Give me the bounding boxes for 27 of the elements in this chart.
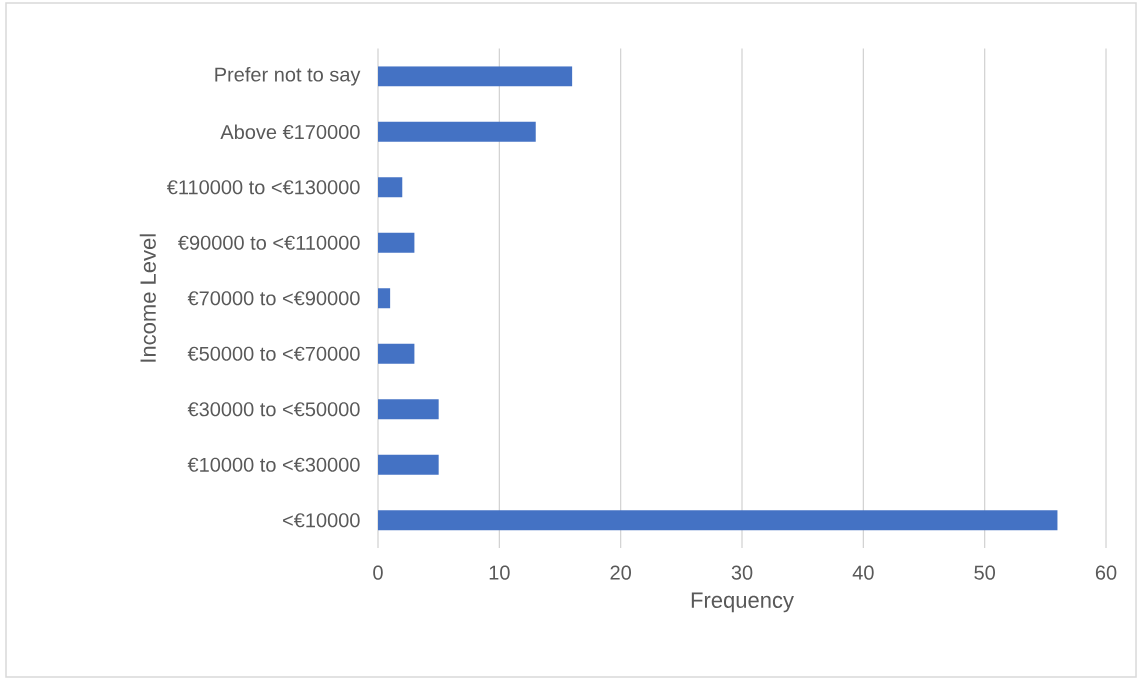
- y-tick-label: €70000 to <€90000: [187, 291, 360, 306]
- y-tick-label: €110000 to <€130000: [166, 180, 360, 195]
- y-tick-label: €30000 to <€50000: [187, 402, 360, 417]
- bar: [378, 288, 391, 309]
- x-tick-label: 0: [373, 565, 383, 580]
- bar: [378, 232, 415, 253]
- x-tick-label: 40: [852, 565, 874, 580]
- x-tick-label: 20: [610, 565, 631, 580]
- bar: [378, 399, 439, 420]
- y-tick-label: Prefer not to say: [215, 66, 361, 86]
- y-axis-title: Income Level: [139, 234, 156, 362]
- bar: [378, 121, 536, 142]
- bar: [378, 66, 573, 87]
- x-tick-label: 30: [731, 565, 753, 580]
- y-tick-label: Above €170000: [220, 124, 360, 140]
- x-tick-label: 60: [1095, 565, 1117, 580]
- y-tick-label: <€10000: [283, 513, 360, 528]
- x-axis-title: Frequency: [691, 592, 794, 613]
- bar: [378, 454, 439, 475]
- y-tick-label: €10000 to <€30000: [187, 457, 360, 472]
- bar: [378, 343, 415, 364]
- x-tick-label: 10: [489, 565, 510, 580]
- x-tick-label: 50: [974, 565, 996, 580]
- y-tick-label: €50000 to <€70000: [187, 346, 360, 361]
- y-tick-label: €90000 to <€110000: [178, 235, 360, 250]
- bar: [378, 510, 1058, 531]
- bar: [378, 177, 403, 198]
